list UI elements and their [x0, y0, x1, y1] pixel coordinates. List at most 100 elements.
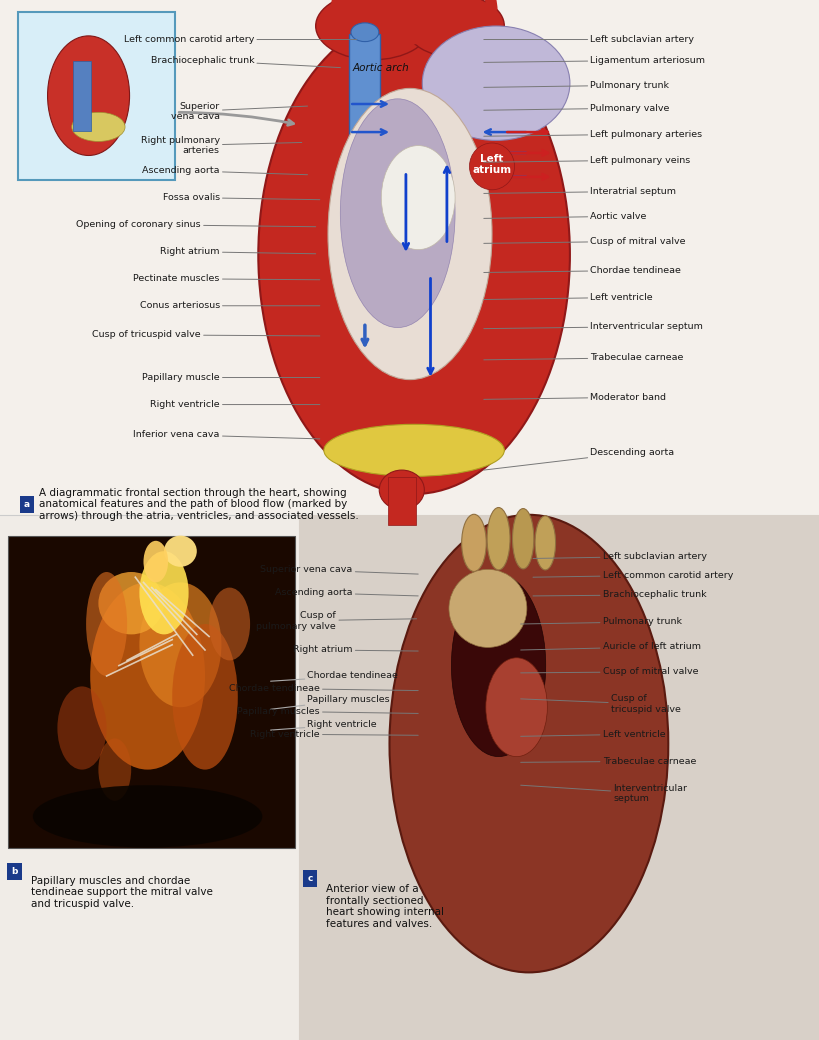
Ellipse shape [143, 541, 168, 582]
Text: Papillary muscles: Papillary muscles [270, 696, 390, 709]
Text: Anterior view of a
frontally sectioned
heart showing internal
features and valve: Anterior view of a frontally sectioned h… [326, 884, 444, 929]
Ellipse shape [535, 516, 555, 570]
FancyBboxPatch shape [7, 863, 22, 880]
Ellipse shape [422, 26, 569, 140]
FancyBboxPatch shape [8, 536, 295, 848]
Text: Moderator band: Moderator band [483, 393, 666, 401]
FancyBboxPatch shape [302, 870, 317, 887]
Text: Right ventricle: Right ventricle [250, 730, 418, 738]
Ellipse shape [98, 572, 164, 634]
Text: Trabeculae carneae: Trabeculae carneae [483, 354, 683, 362]
Text: Auricle of left atrium: Auricle of left atrium [520, 643, 700, 651]
Text: Fossa ovalis: Fossa ovalis [162, 193, 319, 202]
Ellipse shape [57, 686, 106, 770]
Ellipse shape [98, 738, 131, 801]
Text: Ligamentum arteriosum: Ligamentum arteriosum [483, 56, 704, 64]
Text: Superior
vena cava: Superior vena cava [170, 102, 307, 121]
Text: Descending aorta: Descending aorta [483, 448, 674, 470]
Ellipse shape [512, 509, 533, 569]
Text: Right pulmonary
arteries: Right pulmonary arteries [141, 136, 301, 155]
Text: Right atrium: Right atrium [292, 646, 418, 654]
Text: Interatrial septum: Interatrial septum [483, 187, 676, 196]
Text: Right atrium: Right atrium [160, 248, 315, 256]
Ellipse shape [172, 624, 238, 770]
FancyBboxPatch shape [20, 496, 34, 513]
FancyBboxPatch shape [0, 515, 819, 1040]
Text: Left
atrium: Left atrium [472, 154, 511, 175]
Ellipse shape [86, 572, 127, 676]
Text: Brachiocephalic trunk: Brachiocephalic trunk [532, 591, 705, 599]
Ellipse shape [449, 570, 526, 647]
Text: Brachiocephalic trunk: Brachiocephalic trunk [151, 56, 340, 68]
Ellipse shape [486, 508, 509, 570]
Text: Left pulmonary veins: Left pulmonary veins [483, 156, 690, 164]
Text: Papillary muscles: Papillary muscles [237, 707, 418, 716]
Text: Pectinate muscles: Pectinate muscles [133, 275, 319, 283]
Text: Aortic valve: Aortic valve [483, 212, 646, 220]
Text: Superior vena cava: Superior vena cava [260, 566, 418, 574]
Ellipse shape [351, 315, 378, 334]
Text: Aortic arch: Aortic arch [352, 62, 410, 73]
Ellipse shape [209, 588, 250, 660]
Text: Trabeculae carneae: Trabeculae carneae [520, 757, 695, 765]
Text: Chordae tendineae: Chordae tendineae [229, 684, 418, 693]
Text: Papillary muscles and chordae
tendineae support the mitral valve
and tricuspid v: Papillary muscles and chordae tendineae … [31, 876, 213, 909]
Ellipse shape [461, 514, 486, 572]
FancyBboxPatch shape [0, 0, 819, 515]
Text: Left subclavian artery: Left subclavian artery [483, 35, 694, 44]
Text: Cusp of
tricuspid valve: Cusp of tricuspid valve [520, 695, 680, 713]
Text: Right ventricle: Right ventricle [270, 721, 377, 730]
Text: Left ventricle: Left ventricle [520, 730, 664, 738]
Text: Left common carotid artery: Left common carotid artery [532, 571, 732, 579]
Text: Pulmonary valve: Pulmonary valve [483, 104, 669, 112]
FancyBboxPatch shape [18, 12, 174, 180]
Text: Pulmonary trunk: Pulmonary trunk [520, 618, 681, 626]
Text: Ascending aorta: Ascending aorta [142, 166, 307, 175]
FancyBboxPatch shape [387, 477, 415, 525]
Text: b: b [11, 867, 18, 876]
Text: Left common carotid artery: Left common carotid artery [124, 35, 356, 44]
Ellipse shape [258, 16, 569, 494]
Text: Papillary muscle: Papillary muscle [142, 373, 319, 382]
Ellipse shape [71, 112, 124, 141]
Text: Interventricular
septum: Interventricular septum [520, 784, 686, 803]
Text: Cusp of mitral valve: Cusp of mitral valve [520, 668, 697, 676]
Text: Left pulmonary arteries: Left pulmonary arteries [483, 130, 702, 138]
Ellipse shape [451, 574, 545, 757]
FancyBboxPatch shape [73, 61, 91, 131]
Text: Chordae tendineae: Chordae tendineae [483, 266, 681, 275]
Ellipse shape [315, 0, 430, 59]
Ellipse shape [90, 582, 205, 770]
Ellipse shape [351, 23, 378, 42]
Ellipse shape [405, 0, 504, 57]
Ellipse shape [378, 470, 424, 510]
Ellipse shape [324, 424, 504, 476]
Text: Pulmonary trunk: Pulmonary trunk [483, 81, 668, 89]
Ellipse shape [48, 35, 129, 155]
Text: Right ventricle: Right ventricle [150, 400, 319, 409]
Text: Ascending aorta: Ascending aorta [274, 589, 418, 597]
FancyBboxPatch shape [349, 34, 380, 314]
Ellipse shape [164, 536, 197, 567]
Text: A diagrammatic frontal section through the heart, showing
anatomical features an: A diagrammatic frontal section through t… [39, 488, 359, 521]
Text: Conus arteriosus: Conus arteriosus [139, 302, 319, 310]
Text: Chordae tendineae: Chordae tendineae [270, 672, 398, 681]
Text: Opening of coronary sinus: Opening of coronary sinus [76, 220, 315, 229]
Text: Left ventricle: Left ventricle [483, 293, 652, 302]
Text: Inferior vena cava: Inferior vena cava [133, 431, 319, 439]
Ellipse shape [139, 551, 188, 634]
Ellipse shape [139, 582, 221, 707]
Ellipse shape [328, 88, 491, 380]
Text: Cusp of mitral valve: Cusp of mitral valve [483, 237, 685, 245]
FancyBboxPatch shape [299, 515, 819, 1040]
Text: Interventricular septum: Interventricular septum [483, 322, 703, 331]
Ellipse shape [381, 146, 455, 250]
Text: a: a [24, 500, 30, 509]
Ellipse shape [389, 515, 667, 972]
Ellipse shape [33, 785, 262, 848]
Ellipse shape [346, 0, 482, 44]
Ellipse shape [485, 657, 547, 756]
Text: Cusp of
pulmonary valve: Cusp of pulmonary valve [256, 612, 416, 630]
Ellipse shape [468, 142, 514, 189]
Ellipse shape [340, 99, 455, 328]
